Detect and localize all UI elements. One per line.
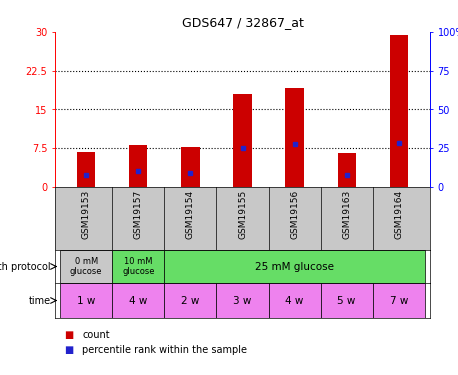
Text: growth protocol: growth protocol (0, 261, 50, 272)
Text: 4 w: 4 w (285, 296, 304, 306)
Text: 2 w: 2 w (181, 296, 200, 306)
Bar (268, 283, 321, 318)
Bar (234, 94, 251, 187)
Text: percentile rank within the sample: percentile rank within the sample (82, 345, 247, 355)
Bar (321, 283, 373, 318)
Text: ■: ■ (64, 345, 73, 355)
Bar (164, 283, 217, 318)
Bar (77, 152, 95, 187)
Bar (181, 147, 200, 187)
Bar (338, 153, 356, 187)
Text: 3 w: 3 w (233, 296, 252, 306)
Text: 4 w: 4 w (129, 296, 147, 306)
Text: GSM19157: GSM19157 (134, 190, 143, 239)
Bar (129, 145, 147, 187)
Text: GSM19155: GSM19155 (238, 190, 247, 239)
Bar (217, 283, 268, 318)
Bar (112, 250, 164, 283)
Bar (285, 88, 304, 187)
Text: 25 mM glucose: 25 mM glucose (255, 261, 334, 272)
Text: GSM19164: GSM19164 (394, 190, 403, 239)
Bar (373, 283, 425, 318)
Text: 1 w: 1 w (77, 296, 95, 306)
Title: GDS647 / 32867_at: GDS647 / 32867_at (181, 16, 304, 30)
Text: GSM19156: GSM19156 (290, 190, 299, 239)
Bar (112, 283, 164, 318)
Bar (390, 34, 408, 187)
Text: time: time (28, 296, 50, 306)
Text: 5 w: 5 w (338, 296, 356, 306)
Bar (60, 250, 112, 283)
Bar (164, 250, 425, 283)
Text: GSM19154: GSM19154 (186, 190, 195, 239)
Text: GSM19163: GSM19163 (342, 190, 351, 239)
Bar (60, 283, 112, 318)
Text: count: count (82, 330, 110, 340)
Text: 10 mM
glucose: 10 mM glucose (122, 257, 155, 276)
Text: GSM19153: GSM19153 (82, 190, 91, 239)
Text: 0 mM
glucose: 0 mM glucose (70, 257, 103, 276)
Text: ■: ■ (64, 330, 73, 340)
Text: 7 w: 7 w (390, 296, 408, 306)
